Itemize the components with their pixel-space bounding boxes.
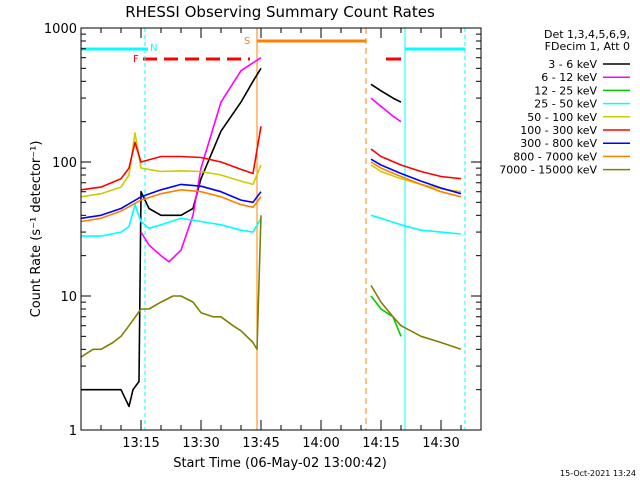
axes: 13:15 13:30 13:45 14:00 14:15 14:30 1 10 100 1000 <box>44 22 482 451</box>
series-line-1 <box>370 83 402 103</box>
legend-label: 25 - 50 keV <box>534 98 597 111</box>
legend-label: 800 - 7000 keV <box>513 150 597 163</box>
legend-label: 12 - 25 keV <box>534 84 597 97</box>
legend: Det 1,3,4,5,6,9, FDecim 1, Att 0 3 - 6 k… <box>499 28 630 177</box>
series-line-12 <box>370 158 462 195</box>
legend-label: 300 - 800 keV <box>520 137 597 150</box>
x-axis-label: Start Time (06-May-02 13:00:42) <box>173 456 387 471</box>
series-line-10 <box>370 148 462 180</box>
series-line-13 <box>80 189 262 223</box>
legend-header-2: FDecim 1, Att 0 <box>545 40 630 53</box>
x-tick-label-0: 13:15 <box>122 436 159 451</box>
legend-item: 3 - 6 keV <box>548 58 630 71</box>
x-tick-label-2: 13:45 <box>242 436 279 451</box>
f-flag-label: F <box>133 54 139 65</box>
series-line-7 <box>80 132 262 198</box>
legend-header-1: Det 1,3,4,5,6,9, <box>544 28 630 41</box>
legend-item: 12 - 25 keV <box>534 84 630 97</box>
y-tick-label-2: 100 <box>52 156 77 171</box>
n-flag-label: N <box>150 43 157 54</box>
x-tick-label-3: 14:00 <box>302 436 339 451</box>
y-tick-label-3: 1000 <box>44 22 77 37</box>
y-tick-label-1: 10 <box>60 290 77 305</box>
y-tick-label-0: 1 <box>69 424 77 439</box>
legend-item: 25 - 50 keV <box>534 98 630 111</box>
series-line-14 <box>370 161 462 198</box>
legend-item: 7000 - 15000 keV <box>499 164 630 177</box>
flag-bars: N F S <box>81 36 465 65</box>
y-axis-label: Count Rate (s⁻¹ detector⁻¹) <box>29 141 44 318</box>
legend-label: 50 - 100 keV <box>527 111 597 124</box>
legend-item: 50 - 100 keV <box>527 111 630 124</box>
s-flag-label: S <box>244 36 250 47</box>
x-tick-label-1: 13:30 <box>182 436 219 451</box>
legend-item: 300 - 800 keV <box>520 137 630 150</box>
series-line-5 <box>81 203 262 237</box>
legend-label: 6 - 12 keV <box>541 71 597 84</box>
series-line-0 <box>81 67 262 408</box>
series-line-2 <box>140 57 262 263</box>
series-line-16 <box>370 284 462 351</box>
series-line-6 <box>370 214 462 235</box>
series-line-3 <box>370 97 402 123</box>
legend-label: 7000 - 15000 keV <box>499 164 597 177</box>
series-line-11 <box>80 183 262 220</box>
x-tick-label-4: 14:15 <box>362 436 399 451</box>
x-tick-label-5: 14:30 <box>422 436 459 451</box>
legend-item: 100 - 300 keV <box>520 124 630 137</box>
legend-item: 800 - 7000 keV <box>513 150 630 163</box>
legend-item: 6 - 12 keV <box>541 71 630 84</box>
chart-title: RHESSI Observing Summary Count Rates <box>125 3 435 21</box>
timestamp: 15-Oct-2021 13:24 <box>560 469 636 478</box>
series-line-4 <box>370 295 402 337</box>
legend-label: 3 - 6 keV <box>548 58 597 71</box>
series-lines <box>80 57 462 408</box>
series-line-15 <box>80 215 262 358</box>
legend-label: 100 - 300 keV <box>520 124 597 137</box>
series-line-9 <box>80 126 262 191</box>
